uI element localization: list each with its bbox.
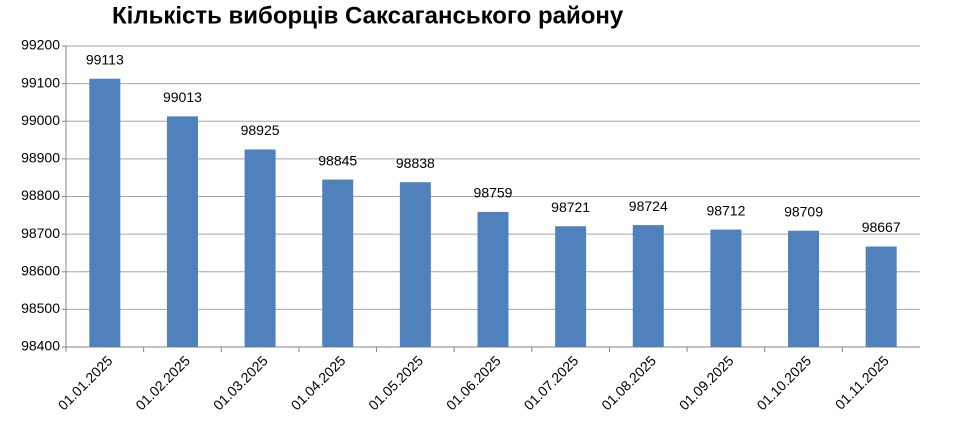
bar: [399, 182, 431, 347]
bar: [166, 116, 198, 347]
x-tick-label: 01.05.2025: [365, 352, 426, 413]
bar: [632, 225, 664, 347]
bar: [244, 149, 276, 347]
chart-title: Кількість виборців Саксаганського району: [112, 2, 624, 29]
y-tick-label: 98700: [21, 225, 60, 241]
y-tick-label: 98400: [21, 338, 60, 354]
x-tick-label: 01.04.2025: [288, 352, 349, 413]
data-label: 99113: [86, 51, 124, 67]
data-label: 99013: [163, 89, 202, 105]
y-tick-label: 98600: [21, 262, 60, 278]
data-label: 98845: [318, 152, 357, 168]
y-tick-label: 99000: [21, 112, 60, 128]
bar: [555, 226, 587, 347]
data-label: 98724: [629, 198, 668, 214]
x-tick-label: 01.07.2025: [521, 352, 582, 413]
data-label: 98712: [706, 202, 745, 218]
y-tick-label: 99200: [21, 37, 60, 53]
data-label: 98709: [784, 203, 823, 219]
data-label: 98667: [862, 219, 901, 235]
x-tick-label: 01.06.2025: [443, 352, 504, 413]
data-label: 98925: [241, 122, 280, 138]
x-tick-label: 01.08.2025: [598, 352, 659, 413]
x-tick-label: 01.10.2025: [753, 352, 814, 413]
bar: [710, 229, 742, 347]
y-tick-label: 99100: [21, 74, 60, 90]
bar: [788, 230, 820, 347]
y-tick-label: 98900: [21, 150, 60, 166]
bar: [322, 179, 354, 347]
y-tick-label: 98800: [21, 187, 60, 203]
y-tick-label: 98500: [21, 300, 60, 316]
data-label: 98721: [551, 199, 590, 215]
x-tick-label: 01.01.2025: [55, 352, 116, 413]
x-tick-label: 01.11.2025: [832, 352, 892, 412]
bar: [89, 78, 121, 347]
data-label: 98759: [474, 185, 513, 201]
bar: [477, 211, 509, 347]
x-tick-label: 01.03.2025: [210, 352, 271, 413]
x-tick-label: 01.02.2025: [132, 352, 193, 413]
data-label: 98838: [396, 155, 435, 171]
bar: [865, 246, 897, 347]
x-tick-label: 01.09.2025: [676, 352, 737, 413]
